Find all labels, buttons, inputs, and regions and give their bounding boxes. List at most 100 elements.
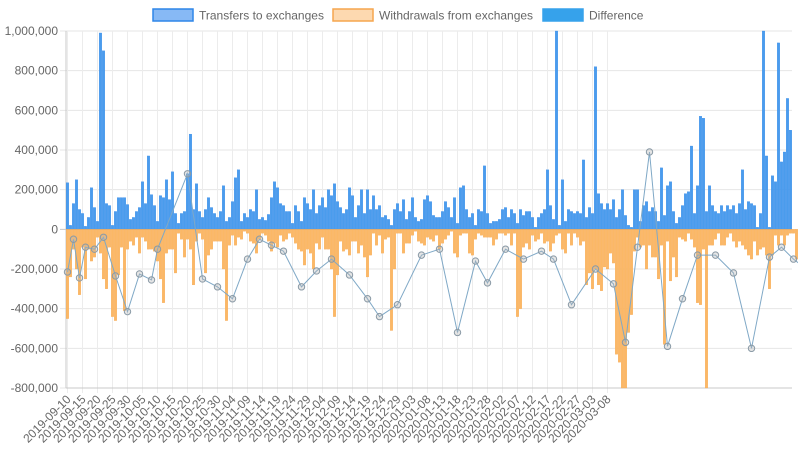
bar-withdrawals (762, 229, 765, 248)
bar-transfers (513, 213, 516, 230)
bar-withdrawals (234, 229, 237, 246)
bar-transfers (360, 189, 363, 230)
bar-transfers (603, 209, 606, 230)
bar-transfers (735, 213, 738, 230)
bar-withdrawals (714, 229, 717, 240)
bar-withdrawals (585, 229, 588, 286)
bar-transfers (564, 221, 567, 230)
bar-transfers (480, 211, 483, 230)
bar-transfers (87, 217, 90, 230)
bar-withdrawals (390, 229, 393, 331)
bar-withdrawals (528, 229, 531, 250)
difference-point (81, 243, 90, 251)
bar-withdrawals (330, 229, 333, 270)
bar-withdrawals (462, 229, 465, 234)
bar-withdrawals (567, 229, 570, 234)
difference-point (63, 268, 72, 276)
bar-transfers (153, 205, 156, 230)
bar-transfers (177, 223, 180, 230)
bar-transfers (108, 205, 111, 230)
bar-transfers (732, 205, 735, 230)
bar-withdrawals (435, 229, 438, 236)
bar-withdrawals (576, 229, 579, 238)
bar-withdrawals (408, 229, 411, 244)
difference-point (537, 247, 546, 255)
bar-transfers (102, 50, 105, 230)
difference-point (228, 295, 237, 303)
bar-withdrawals (474, 229, 477, 240)
difference-point (435, 245, 444, 253)
bar-withdrawals (291, 229, 294, 238)
bar-withdrawals (357, 229, 360, 254)
bar-transfers (705, 211, 708, 230)
bar-withdrawals (249, 229, 252, 242)
y-tick-label: -600,000 (11, 341, 59, 355)
bar-withdrawals (603, 229, 606, 268)
bar-transfers (372, 195, 375, 230)
legend-label: Transfers to exchanges (199, 9, 324, 23)
y-tick-label: -200,000 (11, 262, 59, 276)
bar-withdrawals (594, 229, 597, 270)
bar-transfers (477, 209, 480, 230)
bar-withdrawals (96, 229, 99, 238)
difference-point (135, 270, 144, 278)
bar-transfers (717, 213, 720, 230)
bar-transfers (525, 211, 528, 230)
legend: Transfers to exchanges Withdrawals from e… (152, 8, 644, 23)
bar-withdrawals (297, 229, 300, 250)
bar-transfers (750, 203, 753, 230)
bar-withdrawals (666, 229, 669, 242)
bar-transfers (627, 225, 630, 230)
bar-withdrawals (252, 229, 255, 244)
bar-transfers (471, 213, 474, 230)
bar-withdrawals (699, 229, 702, 305)
difference-point (549, 255, 558, 263)
bar-withdrawals (738, 229, 741, 242)
bar-withdrawals (675, 229, 678, 278)
bar-transfers (465, 209, 468, 230)
bar-withdrawals (336, 229, 339, 276)
bar-withdrawals (186, 229, 189, 240)
bar-transfers (345, 209, 348, 230)
bar-transfers (342, 213, 345, 230)
bar-withdrawals (552, 229, 555, 244)
difference-point (327, 255, 336, 263)
bar-transfers (315, 213, 318, 230)
bar-withdrawals (519, 229, 522, 309)
bar-transfers (519, 209, 522, 230)
bar-transfers (96, 221, 99, 230)
bar-transfers (399, 211, 402, 230)
y-tick-label: 600,000 (15, 103, 59, 117)
difference-point (633, 243, 642, 251)
bar-withdrawals (561, 229, 564, 250)
bar-withdrawals (219, 229, 222, 242)
bar-withdrawals (477, 229, 480, 234)
bar-transfers (288, 211, 291, 230)
bar-withdrawals (588, 229, 591, 274)
bar-withdrawals (729, 229, 732, 234)
bar-withdrawals (684, 229, 687, 242)
bar-transfers (375, 209, 378, 230)
bar-transfers (90, 187, 93, 230)
bar-transfers (378, 205, 381, 230)
bar-transfers (168, 199, 171, 230)
bar-transfers (150, 194, 153, 230)
bar-withdrawals (456, 229, 459, 258)
bar-transfers (78, 209, 81, 230)
bar-withdrawals (609, 229, 612, 254)
bar-withdrawals (531, 229, 534, 236)
bar-withdrawals (624, 229, 627, 389)
bar-transfers (708, 185, 711, 230)
bar-withdrawals (702, 229, 705, 250)
bar-transfers (762, 30, 765, 230)
difference-point (363, 295, 372, 303)
bar-transfers (594, 66, 597, 230)
y-tick-label: -400,000 (11, 302, 59, 316)
bar-transfers (387, 219, 390, 230)
bar-withdrawals (570, 229, 573, 246)
bar-transfers (369, 209, 372, 230)
bar-transfers (660, 167, 663, 230)
bar-withdrawals (138, 229, 141, 254)
bar-transfers (711, 205, 714, 230)
